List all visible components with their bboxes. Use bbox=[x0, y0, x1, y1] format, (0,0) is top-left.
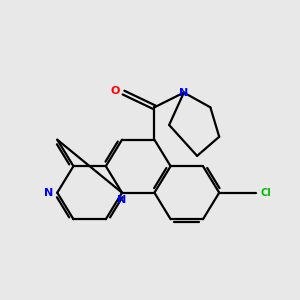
Text: O: O bbox=[111, 86, 120, 96]
Text: N: N bbox=[117, 195, 127, 205]
Text: N: N bbox=[44, 188, 53, 198]
Text: N: N bbox=[179, 88, 188, 98]
Text: Cl: Cl bbox=[260, 188, 271, 198]
